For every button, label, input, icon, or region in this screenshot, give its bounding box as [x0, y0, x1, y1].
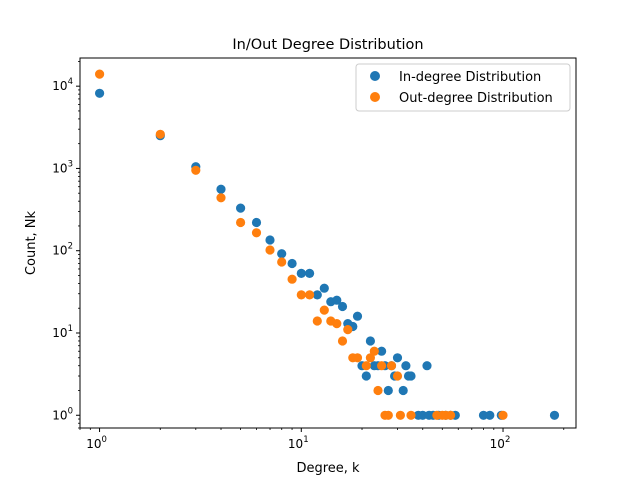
plot-frame [79, 57, 577, 429]
y-tick-label: 100 [52, 406, 73, 422]
out-degree-point [155, 129, 165, 139]
out-degree-point [352, 353, 363, 363]
in-degree-point [398, 385, 408, 396]
in-degree-point [277, 249, 287, 259]
out-degree-point [383, 410, 393, 420]
out-degree-point [369, 346, 379, 356]
out-degree-point [337, 336, 348, 346]
series-out-degree [95, 69, 508, 420]
out-degree-point [265, 245, 275, 255]
legend-label-in-degree: In-degree Distribution [399, 70, 541, 85]
in-degree-point [305, 268, 315, 278]
out-degree-point [277, 257, 287, 267]
legend-marker-in-degree [370, 71, 380, 81]
in-degree-point [392, 353, 403, 363]
y-tick-label: 104 [52, 77, 73, 93]
in-degree-point [287, 258, 297, 269]
in-degree-point [406, 371, 416, 381]
out-degree-point [312, 316, 322, 326]
in-degree-point [485, 410, 495, 420]
out-degree-point [386, 361, 397, 371]
x-tick-label: 100 [86, 435, 107, 451]
out-degree-point [498, 410, 508, 420]
legend: In-degree Distribution Out-degree Distri… [355, 63, 571, 112]
legend-label-out-degree: Out-degree Distribution [399, 91, 553, 106]
in-degree-point [251, 217, 262, 228]
chart-title: In/Out Degree Distribution [232, 37, 423, 53]
in-degree-point [332, 295, 342, 305]
out-degree-point [406, 410, 416, 420]
in-degree-point [365, 336, 375, 346]
out-degree-point [216, 193, 226, 203]
out-degree-point [319, 305, 329, 315]
y-tick-label: 103 [52, 159, 73, 175]
in-degree-point [549, 410, 560, 420]
out-degree-point [343, 325, 353, 335]
in-degree-point [216, 184, 226, 194]
out-degree-point [361, 361, 371, 371]
out-degree-point [305, 290, 315, 300]
in-degree-point [337, 301, 348, 312]
in-degree-point [312, 290, 322, 300]
out-degree-point [191, 165, 201, 175]
in-degree-point [377, 346, 387, 356]
out-degree-point [296, 290, 306, 300]
out-degree-point [251, 228, 262, 238]
legend-box [355, 63, 571, 112]
out-degree-point [395, 410, 405, 420]
out-degree-point [287, 274, 297, 284]
in-degree-point [422, 361, 432, 371]
in-degree-point [352, 311, 363, 321]
in-degree-point [418, 410, 428, 420]
in-degree-point [401, 361, 411, 371]
out-degree-point [377, 361, 387, 371]
in-degree-point [265, 235, 275, 245]
out-degree-point [446, 410, 456, 420]
in-degree-point [361, 371, 371, 381]
legend-marker-out-degree [370, 92, 380, 102]
y-axis-label: Count, Nk [24, 210, 39, 275]
out-degree-point [95, 69, 105, 79]
out-degree-point [392, 371, 403, 381]
in-degree-point [296, 268, 306, 278]
out-degree-point [373, 385, 383, 396]
x-axis-label: Degree, k [296, 461, 360, 476]
out-degree-point [236, 217, 246, 228]
out-degree-point [332, 319, 342, 329]
x-axis-ticks: 100 101 102 [79, 428, 565, 451]
y-tick-label: 101 [52, 324, 73, 340]
y-axis-ticks: 100 101 102 103 104 [52, 61, 80, 429]
data-points [95, 69, 560, 420]
in-degree-point [478, 410, 489, 420]
y-tick-label: 102 [52, 242, 73, 258]
in-degree-point [95, 88, 105, 98]
x-tick-label: 101 [288, 435, 309, 451]
in-degree-point [319, 283, 329, 293]
x-tick-label: 102 [490, 435, 511, 451]
in-degree-point [236, 203, 246, 213]
in-degree-point [383, 385, 393, 396]
